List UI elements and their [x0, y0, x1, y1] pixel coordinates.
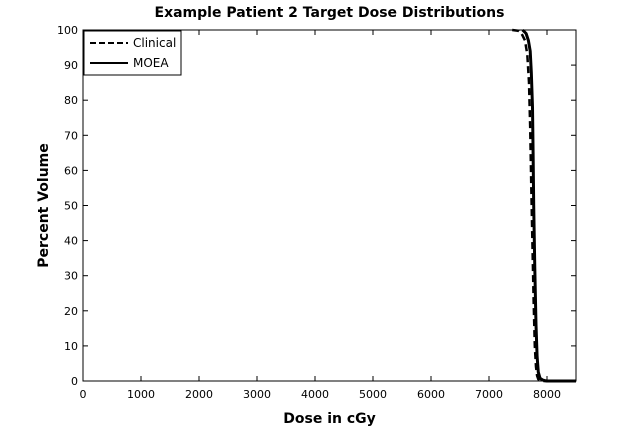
x-tick-label: 0	[80, 388, 87, 401]
y-tick-label: 70	[64, 129, 78, 142]
chart-title: Example Patient 2 Target Dose Distributi…	[155, 5, 505, 21]
y-tick-label: 30	[64, 270, 78, 283]
series-layer	[512, 28, 576, 383]
y-tick-label: 0	[71, 375, 78, 388]
y-tick-label: 80	[64, 94, 78, 107]
y-axis-label: Percent Volume	[36, 143, 52, 268]
legend: Clinical MOEA	[83, 30, 182, 76]
legend-label-clinical: Clinical	[133, 36, 176, 50]
axis-ticks: 0 1000 2000 3000 4000 5000 6000 7000 8000 0 10 20 30…	[57, 24, 576, 401]
x-tick-label: 1000	[127, 388, 155, 401]
x-tick-label: 4000	[301, 388, 329, 401]
y-tick-label: 100	[57, 24, 78, 37]
x-tick-label: 3000	[243, 388, 271, 401]
y-tick-label: 60	[64, 164, 78, 177]
legend-label-moea: MOEA	[133, 56, 169, 70]
x-tick-label: 6000	[417, 388, 445, 401]
y-tick-label: 50	[64, 200, 78, 213]
x-axis-label: Dose in cGy	[283, 411, 376, 427]
series-line-moea	[521, 28, 576, 383]
y-tick-label: 20	[64, 305, 78, 318]
plot-area	[82, 29, 577, 382]
x-tick-label: 8000	[533, 388, 561, 401]
y-tick-label: 40	[64, 235, 78, 248]
y-tick-label: 90	[64, 59, 78, 72]
x-tick-label: 7000	[475, 388, 503, 401]
legend-box	[83, 30, 182, 76]
x-tick-label: 5000	[359, 388, 387, 401]
series-line-clinical	[512, 28, 547, 383]
y-tick-label: 10	[64, 340, 78, 353]
x-tick-label: 2000	[185, 388, 213, 401]
